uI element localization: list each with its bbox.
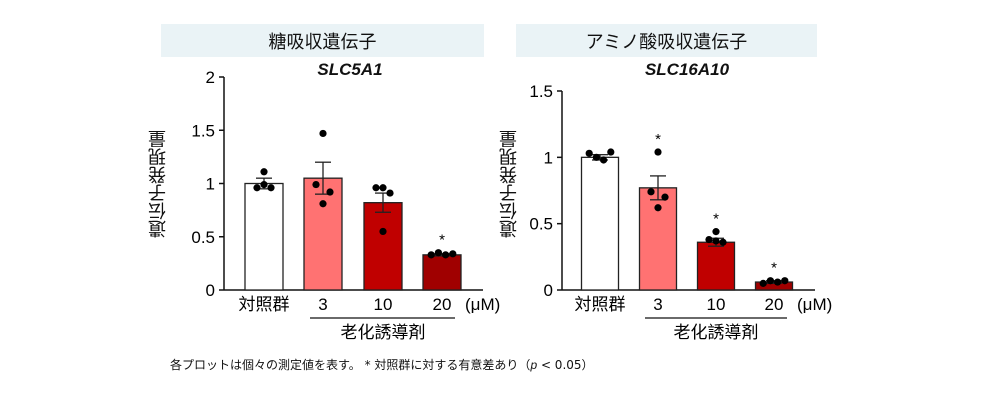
footnote-p: p: [530, 358, 538, 372]
chart1-data-point: [379, 227, 387, 236]
footnote: 各プロットは個々の測定値を表す。 * 対照群に対する有意差あり（p < 0.05…: [170, 356, 594, 373]
chart1-data-point: [326, 188, 334, 196]
chart2-data-point: [585, 149, 593, 157]
chart1-y-tick-label: 1: [206, 175, 215, 194]
chart2-y-tick-label: 0: [544, 281, 553, 300]
footnote-text: 各プロットは個々の測定値を表す。 * 対照群に対する有意差あり（: [170, 358, 531, 372]
chart2-data-point: [766, 277, 775, 285]
chart1-bar: [363, 202, 403, 291]
chart2-bar: [696, 241, 736, 291]
chart1-data-point: [253, 184, 261, 192]
chart1-data-point: [260, 168, 268, 176]
chart2-data-point: [600, 156, 608, 164]
chart1-y-tick-label: 2: [206, 68, 215, 87]
chart2-category-label: 20: [765, 295, 784, 314]
chart2-y-tick-label: 1: [544, 148, 553, 167]
chart1-data-point: [312, 180, 320, 189]
chart1-significance-marker: *: [439, 232, 445, 249]
chart1-group-label: 老化誘導剤: [341, 323, 426, 343]
chart1-data-point: [379, 184, 387, 192]
chart1-data-point: [427, 251, 435, 259]
chart1-category-label: 20: [433, 295, 452, 314]
chart1-bar: [303, 177, 343, 291]
chart2-data-point: [719, 238, 727, 246]
chart2-data-point: [781, 277, 789, 285]
chart2-significance-marker: *: [771, 260, 777, 277]
chart2-data-point: [759, 279, 767, 287]
chart2-significance-marker: *: [655, 131, 661, 148]
chart1-data-point: [319, 200, 327, 208]
chart2-bar: [638, 187, 678, 291]
chart1-data-point: [267, 184, 275, 192]
chart1-bar: [422, 254, 462, 291]
chart2-data-point: [712, 237, 720, 245]
chart2-data-point: [654, 204, 662, 212]
chart2-data-point: [647, 188, 655, 196]
chart2-bar: [580, 156, 620, 291]
chart2-y-tick-label: 0.5: [529, 215, 553, 234]
chart1-data-point: [319, 129, 327, 138]
chart2-data-point: [607, 148, 615, 156]
chart2-category-label: 対照群: [575, 295, 626, 315]
chart2-data-point: [592, 153, 601, 161]
chart2-data-point: [705, 235, 713, 244]
chart2-data-point: [654, 148, 662, 156]
chart1-category-label: 対照群: [239, 295, 290, 315]
footnote-p-value: < 0.05）: [537, 358, 594, 372]
chart1-header-text: 糖吸収遺伝子: [268, 31, 377, 53]
chart2-y-tick-label: 1.5: [529, 82, 553, 101]
chart2-header-text: アミノ酸吸収遺伝子: [585, 31, 748, 53]
chart2-group-label: 老化誘導剤: [674, 323, 759, 343]
chart1-data-point: [449, 250, 457, 258]
chart1-category-label: 10: [374, 295, 393, 314]
chart1-data-point: [372, 184, 380, 192]
chart1-data-point: [442, 251, 450, 259]
chart2-unit-label: (μM): [797, 295, 832, 314]
chart2-data-point: [661, 193, 669, 201]
chart2-significance-marker: *: [713, 211, 719, 228]
chart1-data-point: [386, 189, 394, 197]
chart1-y-tick-label: 0.5: [191, 228, 215, 247]
chart1-y-tick-label: 0: [206, 281, 215, 300]
chart1-header: 糖吸収遺伝子: [161, 24, 484, 57]
chart2-category-label: 10: [707, 295, 726, 314]
chart1-y-tick-label: 1.5: [191, 121, 215, 140]
chart1-unit-label: (μM): [465, 295, 500, 314]
chart2-data-point: [712, 228, 720, 236]
chart2-category-label: 3: [653, 295, 662, 314]
chart1-bar: [244, 182, 284, 291]
chart2-title: SLC16A10: [644, 60, 730, 79]
chart1-data-point: [260, 180, 268, 189]
chart2-header: アミノ酸吸収遺伝子: [516, 24, 817, 57]
chart1-data-point: [434, 249, 442, 257]
chart1-title: SLC5A1: [317, 60, 383, 79]
chart2-data-point: [774, 278, 782, 286]
chart1-category-label: 3: [318, 295, 327, 314]
